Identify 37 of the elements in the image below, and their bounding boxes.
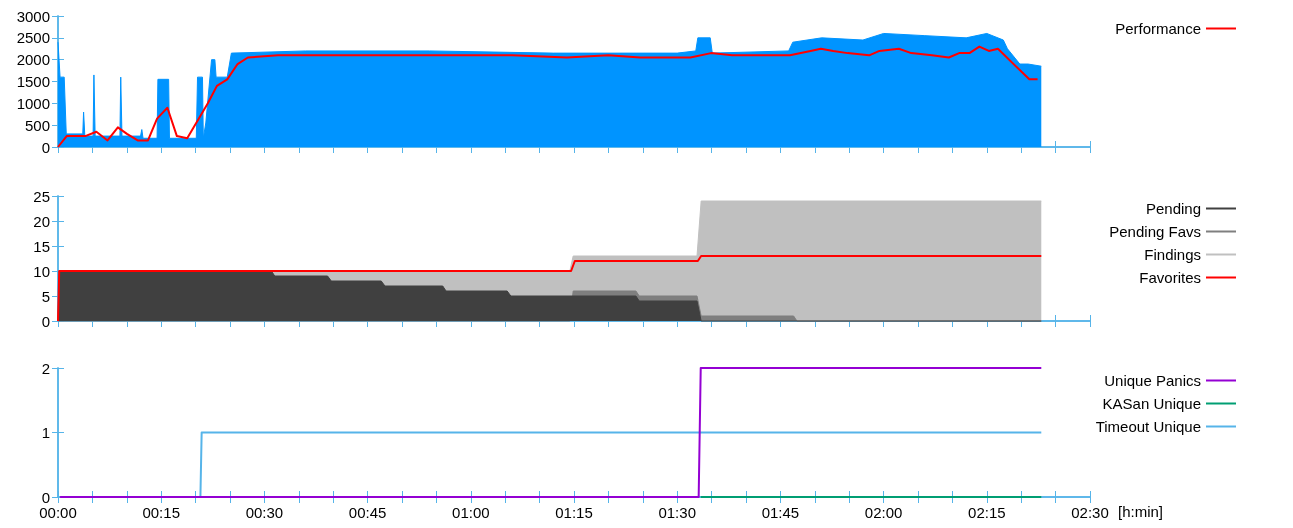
y-tick-label: 1: [41, 424, 50, 441]
legend-label: Findings: [1144, 246, 1201, 263]
y-tick-label: 0: [41, 312, 50, 330]
y-tick-label: 2: [41, 359, 50, 377]
legend-label: Timeout Unique: [1095, 418, 1201, 435]
y-tick-label: 2500: [16, 29, 50, 47]
legend-label: Pending Favs: [1109, 223, 1201, 240]
x-tick-label: 02:00: [864, 504, 903, 521]
y-tick-label: 25: [33, 187, 50, 205]
x-tick-label: 01:30: [658, 504, 696, 521]
y-tick-label: 1500: [16, 73, 50, 90]
y-tick-label: 20: [33, 212, 50, 230]
x-tick-label: 00:15: [142, 504, 180, 521]
legend-label: KASan Unique: [1102, 395, 1201, 412]
legend-label: Unique Panics: [1104, 372, 1201, 389]
x-tick-label: 02:30: [1071, 504, 1109, 521]
y-tick-label: 500: [24, 116, 50, 134]
legend-label: Performance: [1115, 20, 1201, 37]
x-tick-label: 00:30: [245, 504, 284, 521]
y-tick-label: 2000: [16, 51, 50, 69]
x-tick-label: 01:15: [555, 504, 593, 521]
line-series: [57, 255, 1043, 322]
y-tick-label: 10: [33, 262, 50, 280]
y-tick-label: 0: [41, 488, 50, 506]
x-tick-label: 02:15: [968, 504, 1006, 521]
x-tick-label: 00:45: [348, 504, 387, 521]
x-tick-label: 01:00: [452, 504, 490, 521]
legend-label: Pending: [1145, 200, 1201, 217]
y-tick-label: 15: [33, 237, 50, 255]
y-tick-label: 3000: [16, 7, 50, 25]
x-axis-title: [h:min]: [1118, 503, 1164, 520]
x-tick-label: 01:45: [761, 504, 800, 521]
x-tick-label: 00:00: [39, 504, 77, 521]
y-tick-label: 5: [41, 287, 50, 305]
legend-label: Favorites: [1139, 269, 1201, 286]
y-tick-label: 1000: [16, 94, 50, 112]
y-tick-label: 0: [41, 138, 50, 156]
